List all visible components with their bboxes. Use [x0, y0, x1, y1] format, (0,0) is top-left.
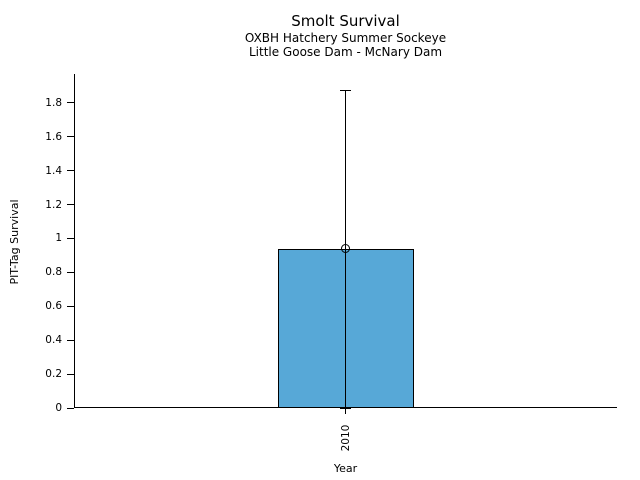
- plot-area: 0 0.2 0.4 0.6 0.8 1 1.2 1.4 1.6 1.8 2010: [45, 74, 617, 451]
- y-tick-mark: [67, 170, 74, 172]
- x-axis-label: Year: [333, 462, 358, 475]
- data-point-marker: [341, 244, 350, 254]
- y-tick-mark: [67, 237, 74, 239]
- chart-subtitle-line2: Little Goose Dam - McNary Dam: [248, 45, 443, 59]
- y-tick-label: 1.4: [45, 164, 62, 177]
- y-tick-mark: [67, 102, 74, 104]
- x-tick-label: 2010: [339, 424, 352, 452]
- y-tick-label: 1.8: [45, 96, 62, 109]
- y-tick-mark: [67, 373, 74, 375]
- y-tick-label: 1: [55, 232, 62, 245]
- y-tick-label: 0.6: [45, 300, 62, 313]
- chart-title: Smolt Survival: [291, 12, 400, 30]
- y-tick-mark: [67, 407, 74, 409]
- y-tick-label: 1.6: [45, 130, 62, 143]
- y-tick-label: 1.2: [45, 198, 62, 211]
- y-axis-spine: [74, 74, 75, 408]
- y-tick-mark: [67, 339, 74, 341]
- x-tick-mark: [345, 408, 346, 414]
- y-tick-mark: [67, 204, 74, 206]
- y-tick-label: 0.8: [45, 266, 62, 279]
- y-tick-label: 0: [55, 402, 62, 414]
- y-tick-label: 0.4: [45, 334, 62, 347]
- y-tick-mark: [67, 271, 74, 273]
- y-tick-mark: [67, 305, 74, 307]
- chart-subtitle-line1: OXBH Hatchery Summer Sockeye: [244, 31, 447, 45]
- y-tick-label: 0.2: [45, 368, 62, 381]
- y-tick-mark: [67, 136, 74, 138]
- error-bar-cap-top: [340, 90, 351, 92]
